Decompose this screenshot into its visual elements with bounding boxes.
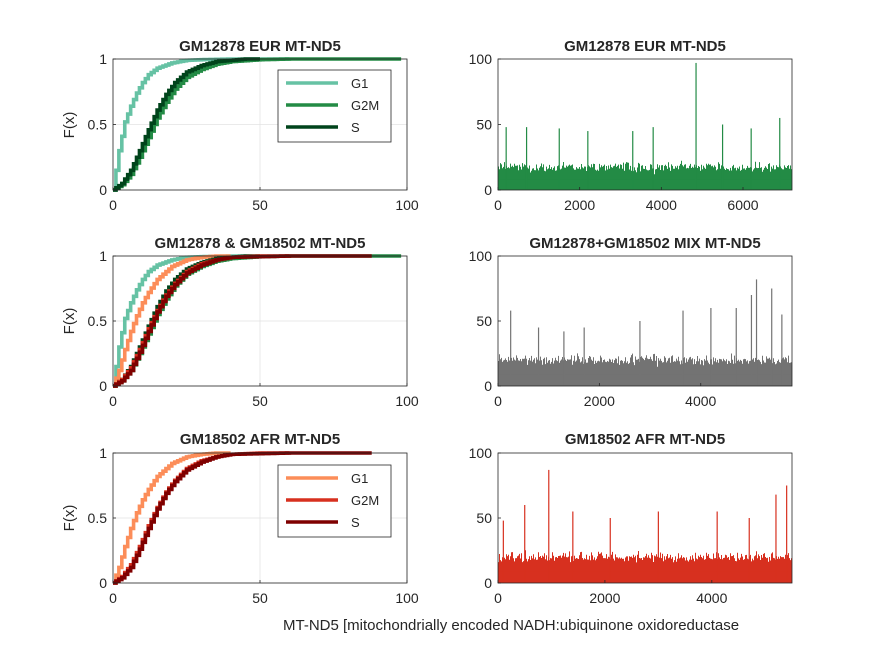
x-tick-label: 50	[252, 393, 268, 409]
ticks: 0 50 100 0 0.5 1	[88, 248, 419, 409]
ticks: 0 50 100 0 0.5 1	[88, 51, 419, 213]
panel-title: GM12878 EUR MT-ND5	[564, 38, 726, 55]
panel-cdf-mix: GM12878 & GM18502 MT-ND5 F(x) 0 50 100 0 0.5…	[61, 235, 419, 409]
panel-title: GM12878 EUR MT-ND5	[179, 38, 341, 55]
x-tick-label: 0	[494, 393, 502, 409]
cdf-line-series-1	[113, 254, 231, 388]
legend-label-g2m: G2M	[351, 98, 379, 113]
y-tick-label: 0	[484, 378, 492, 394]
ticks: 0 50 100 0 0.5 1	[88, 445, 419, 606]
cdf-line-s	[113, 57, 260, 192]
y-tick-label: 100	[469, 445, 493, 461]
legend: G1 G2M S	[277, 464, 392, 538]
y-tick-label: 0	[99, 575, 107, 591]
x-tick-label: 4000	[685, 393, 716, 409]
y-axis-label: F(x)	[61, 308, 78, 335]
x-tick-label: 0	[109, 197, 117, 213]
panel-hist-mix: GM12878+GM18502 MIX MT-ND5 0 2000 4000 0 50 1…	[469, 235, 793, 409]
panel-cdf-afr: GM18502 AFR MT-ND5 F(x) 0 50 100 0 0.5 1 G1 G2…	[61, 431, 419, 606]
x-tick-label: 100	[395, 590, 419, 606]
legend-label-g1: G1	[351, 471, 368, 486]
bars	[498, 279, 792, 386]
x-tick-label: 50	[252, 590, 268, 606]
cdf-line-g1	[113, 451, 231, 585]
y-axis-label: F(x)	[61, 112, 78, 139]
x-tick-label: 2000	[584, 393, 615, 409]
x-tick-label: 2000	[589, 590, 620, 606]
x-tick-label: 4000	[696, 590, 727, 606]
x-axis-label: MT-ND5 [mitochondrially encoded NADH:ubi…	[283, 617, 739, 634]
legend-label-s: S	[351, 515, 360, 530]
x-tick-label: 4000	[646, 197, 677, 213]
legend: G1 G2M S	[277, 69, 392, 143]
x-tick-label: 0	[494, 590, 502, 606]
y-tick-label: 0.5	[88, 117, 108, 133]
y-tick-label: 1	[99, 51, 107, 67]
histogram-base	[498, 374, 792, 386]
y-axis-label: F(x)	[61, 505, 78, 532]
ticks: 0 2000 4000 0 50 100	[469, 248, 717, 409]
y-tick-label: 0.5	[88, 313, 108, 329]
panel-hist-eur: GM12878 EUR MT-ND5 0 2000 4000 6000 0 50 100	[469, 38, 793, 213]
y-tick-label: 0	[484, 182, 492, 198]
y-tick-label: 50	[476, 313, 492, 329]
x-tick-label: 0	[109, 393, 117, 409]
bars	[498, 62, 792, 190]
y-tick-label: 100	[469, 51, 493, 67]
panel-title: GM18502 AFR MT-ND5	[180, 431, 340, 448]
panel-hist-afr: GM18502 AFR MT-ND5 0 2000 4000 0 50 100	[469, 431, 793, 606]
legend-label-g2m: G2M	[351, 493, 379, 508]
x-tick-label: 6000	[727, 197, 758, 213]
panel-title: GM12878+GM18502 MIX MT-ND5	[529, 235, 760, 252]
y-tick-label: 100	[469, 248, 493, 264]
legend-label-g1: G1	[351, 76, 368, 91]
y-tick-label: 0	[99, 182, 107, 198]
panel-title: GM18502 AFR MT-ND5	[565, 431, 725, 448]
ticks: 0 2000 4000 0 50 100	[469, 445, 728, 606]
y-tick-label: 50	[476, 510, 492, 526]
x-tick-label: 2000	[564, 197, 595, 213]
y-tick-label: 0	[99, 378, 107, 394]
x-tick-label: 50	[252, 197, 268, 213]
histogram-base	[498, 179, 792, 190]
y-tick-label: 0.5	[88, 510, 108, 526]
x-tick-label: 100	[395, 393, 419, 409]
bars	[498, 469, 792, 583]
y-tick-label: 1	[99, 248, 107, 264]
y-tick-label: 50	[476, 117, 492, 133]
x-tick-label: 0	[109, 590, 117, 606]
panel-cdf-eur: GM12878 EUR MT-ND5 F(x) 0 50 100 0 0.5 1 G1 G2…	[61, 38, 419, 213]
panel-title: GM12878 & GM18502 MT-ND5	[155, 235, 366, 252]
y-tick-label: 0	[484, 575, 492, 591]
histogram-base	[498, 571, 792, 583]
ticks: 0 2000 4000 6000 0 50 100	[469, 51, 759, 213]
x-tick-label: 100	[395, 197, 419, 213]
y-tick-label: 1	[99, 445, 107, 461]
legend-label-s: S	[351, 120, 360, 135]
x-tick-label: 0	[494, 197, 502, 213]
